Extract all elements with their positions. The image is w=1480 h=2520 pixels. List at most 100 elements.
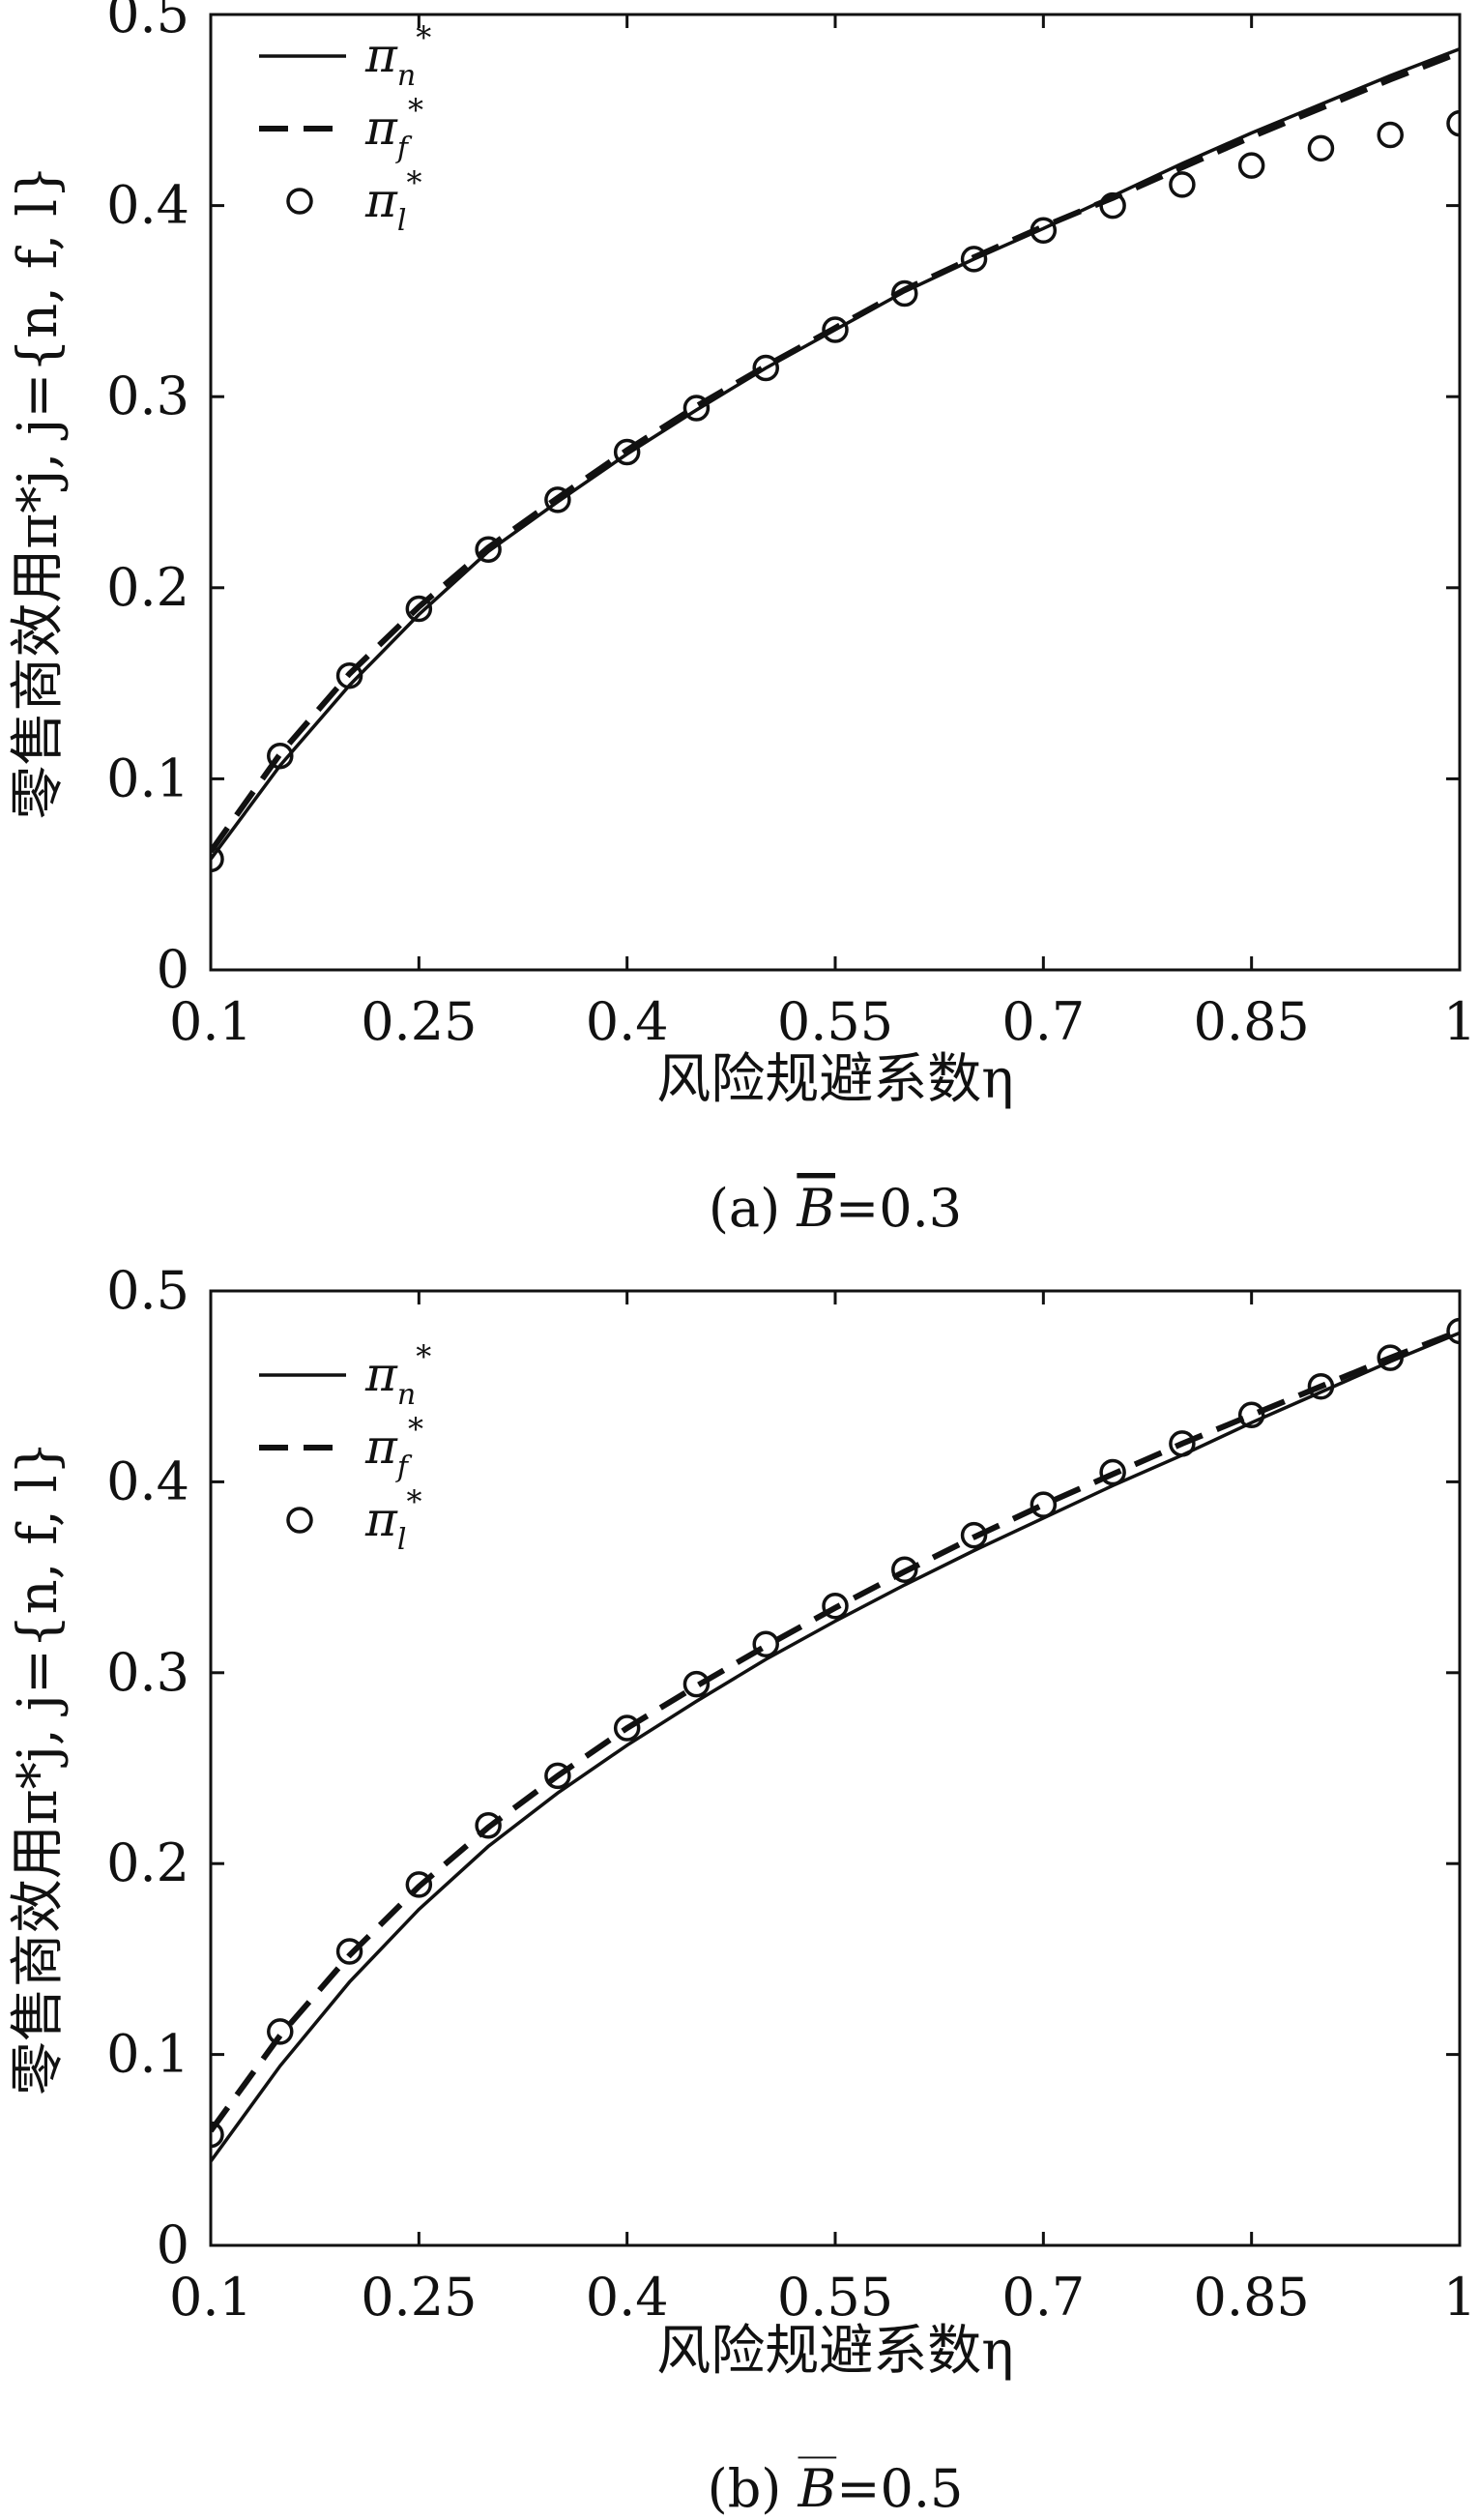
y-axis-label: 零售商效用π*j, j={n, f, l} (7, 1441, 70, 2095)
plot-frame (209, 1289, 1462, 2247)
series-l-point (1030, 1491, 1058, 1518)
series-l-point (1169, 171, 1196, 198)
series-l-point (405, 1871, 433, 1898)
legend-f-superscript: * (408, 1411, 423, 1448)
series-l-point (960, 1521, 988, 1549)
series-l-point (1446, 1317, 1460, 1345)
x-tick-label: 0.25 (361, 991, 477, 1052)
x-tick-label: 0.7 (1001, 991, 1085, 1052)
legend-l-label: πl* (364, 164, 421, 238)
x-tick-label: 0.1 (169, 991, 252, 1052)
legend-n-label: πn* (364, 19, 431, 93)
legend-n-subscript: n (397, 59, 416, 93)
series-l-point (1237, 1401, 1265, 1429)
chart-panel-b: 0.1 0.25 0.4 0.55 0.7 0.85 100.10.20.30.40.5风险… (7, 1260, 1476, 2519)
y-axis-label: 零售商效用π*j, j={n, f, l} (7, 164, 70, 819)
plot-area (211, 46, 1460, 873)
x-tick-label: 0.1 (169, 2267, 252, 2328)
x-axis-label: 风险规避系数η (656, 1048, 1014, 1111)
legend-n-label: πn* (364, 1338, 431, 1412)
series-l-point (822, 1592, 849, 1620)
x-tick-label: 0.4 (586, 2267, 669, 2328)
legend-f-label: πf* (364, 1411, 423, 1484)
series-f-line (211, 1328, 1460, 2133)
y-tick-label: 0.2 (106, 557, 189, 618)
series-l-point (1446, 109, 1460, 137)
x-tick-label: 0.85 (1194, 2267, 1310, 2328)
y-tick-label: 0.5 (106, 1260, 189, 1321)
series-l-point (1169, 1430, 1196, 1457)
x-axis-label: 风险规避系数η (656, 2320, 1014, 2383)
series-l-point (1237, 152, 1265, 179)
series-l-point (752, 1630, 779, 1657)
legend-l-symbol: π (364, 1491, 398, 1547)
caption-symbol: B (798, 2458, 837, 2519)
series-l-point (1099, 191, 1126, 220)
y-tick-label: 0.2 (106, 1832, 189, 1893)
series-l-point (267, 742, 294, 770)
series-l-point (891, 1556, 918, 1583)
legend-l-marker (286, 1507, 313, 1534)
series-l-point (1307, 1372, 1335, 1400)
legend-l-symbol: π (364, 172, 398, 228)
legend-l-superscript: * (406, 164, 421, 201)
caption-suffix: =0.3 (835, 1178, 962, 1239)
chart-panel-a: 0.1 0.25 0.4 0.55 0.7 0.85 100.10.20.30.40.5风险… (7, 0, 1476, 1239)
legend-l-subscript: l (397, 1523, 407, 1557)
legend-l-subscript: l (397, 204, 407, 238)
series-l-point (405, 595, 433, 623)
caption-prefix: (a) (709, 1178, 798, 1239)
series-l-point (891, 279, 918, 308)
legend-l-marker (286, 188, 313, 215)
series-l-point (475, 1811, 502, 1839)
y-tick-label: 0 (157, 2214, 189, 2275)
series-f-line (211, 49, 1460, 854)
panel-caption: (a) B=0.3 (709, 1178, 962, 1239)
series-l-point (211, 2121, 224, 2149)
x-tick-label: 0.85 (1194, 991, 1310, 1052)
legend-f-symbol: π (364, 100, 398, 156)
legend-n-superscript: * (416, 19, 431, 56)
y-tick-label: 0.4 (106, 175, 189, 236)
series-l-point (544, 1762, 571, 1790)
series-l-point (752, 354, 779, 382)
series-l-point (1307, 134, 1335, 162)
legend-n-symbol: π (364, 1346, 398, 1402)
legend-n-superscript: * (416, 1338, 431, 1375)
y-tick-label: 0.3 (106, 366, 189, 426)
series-l-point (335, 661, 363, 689)
y-tick-label: 0.5 (106, 0, 189, 44)
caption-symbol: B (796, 1178, 835, 1239)
legend-f-label: πf* (364, 92, 423, 165)
series-l-point (613, 1714, 641, 1742)
series-n-line (211, 1331, 1460, 2163)
y-tick-label: 0.4 (106, 1450, 189, 1511)
legend-l-superscript: * (406, 1483, 421, 1520)
series-l-point (475, 536, 502, 564)
legend-n-symbol: π (364, 27, 398, 83)
legend-f-subscript: f (395, 132, 413, 165)
x-tick-label: 0.7 (1001, 2267, 1085, 2328)
caption-prefix: (b) (708, 2458, 798, 2519)
series-l-point (267, 2018, 294, 2045)
x-tick-label: 0.4 (586, 991, 669, 1052)
plot-area (211, 1317, 1460, 2163)
series-l-point (335, 1938, 363, 1965)
y-tick-label: 0.1 (106, 2024, 189, 2085)
series-l-point (544, 486, 571, 513)
caption-suffix: =0.5 (836, 2458, 963, 2519)
legend-l-label: πl* (364, 1483, 421, 1557)
series-l-point (682, 395, 711, 422)
series-l-point (211, 845, 224, 873)
series-l-point (682, 1670, 711, 1698)
y-tick-label: 0.1 (106, 747, 189, 808)
series-l-point (822, 316, 849, 343)
x-tick-label: 1 (1443, 2267, 1476, 2328)
legend-f-symbol: π (364, 1419, 398, 1475)
legend-f-subscript: f (395, 1450, 413, 1484)
x-tick-label: 0.25 (361, 2267, 477, 2328)
legend-f-superscript: * (408, 92, 423, 129)
legend-n-subscript: n (397, 1378, 416, 1412)
panel-caption: (b) B=0.5 (708, 2458, 964, 2519)
series-l-point (1377, 121, 1404, 149)
